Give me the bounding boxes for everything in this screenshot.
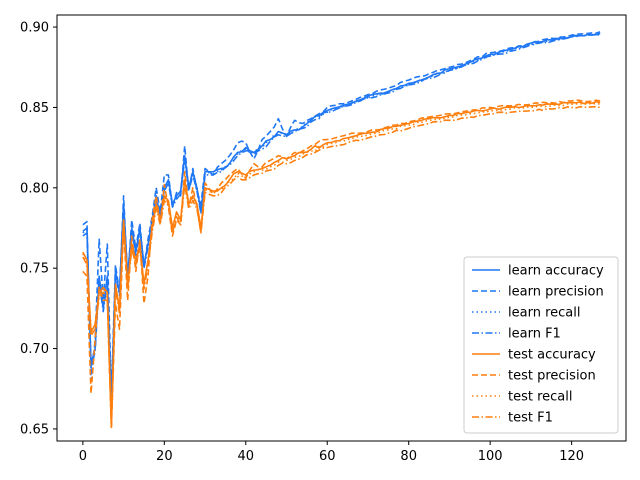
y-tick-label: 0.85 <box>20 101 49 116</box>
legend-label: learn F1 <box>508 327 561 342</box>
legend-label: test precision <box>508 369 596 384</box>
x-tick-label: 40 <box>238 449 255 464</box>
series-line-test-accuracy <box>82 100 601 427</box>
x-tick-label: 100 <box>478 449 503 464</box>
legend-label: learn accuracy <box>508 264 604 279</box>
series-line-learn-precision <box>82 31 601 398</box>
series-line-test-f1 <box>82 105 601 429</box>
y-tick-label: 0.65 <box>20 422 49 437</box>
x-axis-ticks: 0 20 40 60 80 100 120 <box>79 441 584 464</box>
legend-box <box>463 256 619 434</box>
y-tick-label: 0.70 <box>20 342 49 357</box>
series-lines <box>82 31 601 430</box>
x-tick-label: 120 <box>559 449 584 464</box>
series-line-learn-f1 <box>82 33 601 408</box>
legend-label: test F1 <box>508 411 553 426</box>
x-tick-label: 80 <box>400 449 417 464</box>
axes-frame <box>56 14 627 442</box>
y-axis-ticks: 0.65 0.70 0.75 0.80 0.85 0.90 <box>20 21 57 437</box>
legend-label: learn precision <box>508 285 604 300</box>
legend: learn accuracy learn precision learn recal… <box>463 256 619 434</box>
x-tick-label: 0 <box>79 449 87 464</box>
y-tick-label: 0.90 <box>20 21 49 36</box>
legend-label: test recall <box>508 390 573 405</box>
x-tick-label: 60 <box>319 449 336 464</box>
x-tick-label: 20 <box>156 449 173 464</box>
y-tick-label: 0.75 <box>20 262 49 277</box>
legend-label: learn recall <box>508 306 580 321</box>
series-line-test-recall <box>82 102 601 425</box>
y-tick-label: 0.80 <box>20 181 49 196</box>
legend-label: test accuracy <box>508 348 596 363</box>
